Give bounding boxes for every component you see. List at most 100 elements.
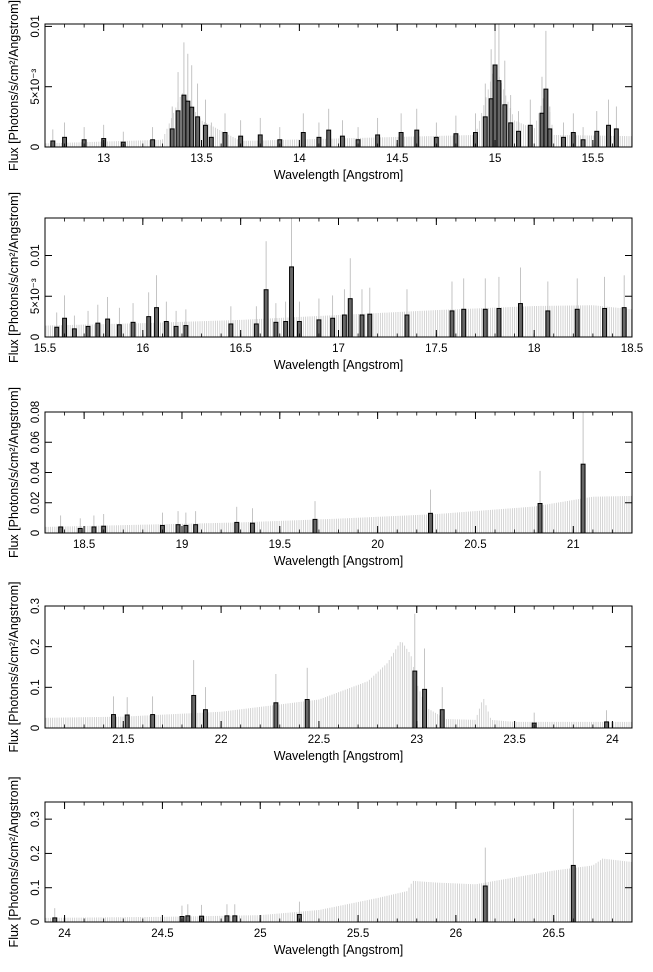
data-bar: [150, 714, 156, 729]
data-bar: [367, 313, 373, 338]
data-bar: [95, 322, 101, 338]
x-axis-ticks: 18.5 19 19.5 20 20.5 21: [44, 412, 613, 551]
y-tick-label: 0: [30, 144, 42, 150]
data-bar: [175, 524, 181, 534]
data-bar: [208, 136, 214, 148]
y-axis-title: Flux [Photons/s/cm²/Angstrom]: [7, 777, 21, 948]
x-tick-label: 24: [606, 734, 619, 746]
x-tick-label: 14: [293, 153, 306, 165]
x-tick-label: 23.5: [503, 734, 525, 746]
data-bar: [341, 314, 347, 338]
spectrum-panel-1: 13 13.5 14 14.5 15 15.5 0 5×10⁻³ 0.01 Wavelength …: [7, 0, 633, 182]
model-band: [45, 642, 632, 728]
data-bar: [347, 298, 353, 338]
x-tick-label: 20.5: [464, 539, 486, 551]
data-bar: [502, 104, 508, 148]
data-bar: [263, 289, 269, 338]
data-bar: [621, 307, 627, 338]
data-bar: [492, 64, 498, 148]
data-bar: [58, 526, 64, 534]
data-bar: [163, 321, 169, 338]
data-bar: [173, 325, 179, 338]
spectrum-panel-5: 24 24.5 25 25.5 26 26.5 0 0.1 0.2 0.3 Wavelength […: [7, 777, 633, 957]
data-bar: [602, 307, 608, 338]
data-bar: [543, 88, 549, 148]
x-axis-title: Wavelength [Angstrom]: [274, 358, 403, 372]
data-bar: [193, 524, 199, 534]
data-bar: [146, 316, 152, 338]
data-bar: [273, 702, 279, 729]
x-tick-label: 14.5: [386, 153, 408, 165]
data-bar: [234, 521, 240, 534]
plot-frame: [44, 801, 633, 923]
y-tick-label: 0.01: [30, 244, 42, 266]
plot-frame: [44, 411, 633, 534]
data-bar: [482, 308, 488, 338]
x-tick-label: 18: [528, 343, 541, 355]
data-bar: [273, 321, 279, 338]
spectrum-panel-3: 18.5 19 19.5 20 20.5 21 0 0.02 0.04 0.06 0.08 Wavel…: [7, 387, 633, 568]
data-bar: [85, 325, 91, 338]
spectrum-panel-4: 21.5 22 22.5 23 23.5 24 0 0.1 0.2 0.3 Wavelength […: [7, 582, 633, 763]
data-bar: [195, 116, 201, 148]
x-tick-label: 20: [371, 539, 384, 551]
data-bar: [606, 124, 611, 148]
data-bar: [449, 310, 455, 338]
x-tick-label: 15.5: [34, 343, 56, 355]
data-bar: [289, 266, 294, 338]
data-bar: [50, 140, 56, 148]
x-tick-label: 13: [97, 153, 110, 165]
y-tick-label: 0.04: [30, 461, 42, 484]
data-bar: [330, 317, 336, 338]
y-tick-label: 0.01: [30, 15, 42, 37]
x-tick-label: 18.5: [621, 343, 643, 355]
x-tick-label: 19: [176, 539, 189, 551]
x-axis-ticks: 15.5 16 16.5 17 17.5 18 18.5: [34, 218, 643, 355]
data-bars: [111, 613, 610, 729]
x-axis-title: Wavelength [Angstrom]: [274, 554, 403, 568]
data-bar: [508, 122, 514, 148]
x-tick-label: 15: [489, 153, 502, 165]
data-bar: [52, 917, 58, 923]
data-bar: [54, 326, 60, 338]
data-bar: [185, 100, 191, 148]
data-bar: [77, 527, 83, 534]
data-bar: [304, 699, 310, 729]
x-tick-label: 22: [215, 734, 228, 746]
x-tick-label: 22.5: [308, 734, 330, 746]
data-bar: [124, 714, 130, 729]
data-bar: [482, 116, 488, 148]
data-bar: [561, 136, 566, 148]
data-bar: [613, 128, 619, 148]
x-axis-ticks: 24 24.5 25 25.5 26 26.5: [44, 802, 613, 940]
x-tick-label: 25.5: [347, 928, 369, 940]
x-tick-label: 18.5: [73, 539, 95, 551]
x-tick-label: 26.5: [543, 928, 565, 940]
x-tick-label: 17.5: [425, 343, 447, 355]
x-axis-title: Wavelength [Angstrom]: [274, 943, 403, 957]
data-bar: [222, 132, 228, 148]
y-tick-label: 0: [30, 725, 42, 731]
y-axis-ticks: 0 0.02 0.04 0.06 0.08: [30, 401, 632, 536]
data-bar: [191, 694, 197, 729]
y-tick-label: 0.2: [30, 845, 42, 861]
data-bar: [428, 512, 433, 534]
data-bar: [228, 323, 234, 338]
data-bar: [232, 915, 238, 923]
y-axis-ticks: 0 5×10⁻³ 0.01: [30, 15, 632, 150]
data-bar: [398, 132, 404, 148]
data-bar: [516, 130, 521, 148]
data-bar: [71, 328, 77, 338]
data-bar: [339, 135, 345, 148]
x-tick-label: 17: [332, 343, 345, 355]
y-tick-label: 0: [30, 919, 42, 925]
data-bar: [439, 709, 445, 729]
y-tick-label: 0.2: [30, 639, 42, 655]
data-bar: [150, 139, 156, 148]
data-bar: [537, 503, 543, 534]
y-tick-label: 0.06: [30, 431, 42, 453]
y-tick-label: 0.3: [30, 811, 42, 827]
data-bar: [283, 321, 289, 338]
x-tick-label: 13.5: [190, 153, 212, 165]
x-tick-label: 21.5: [112, 734, 134, 746]
